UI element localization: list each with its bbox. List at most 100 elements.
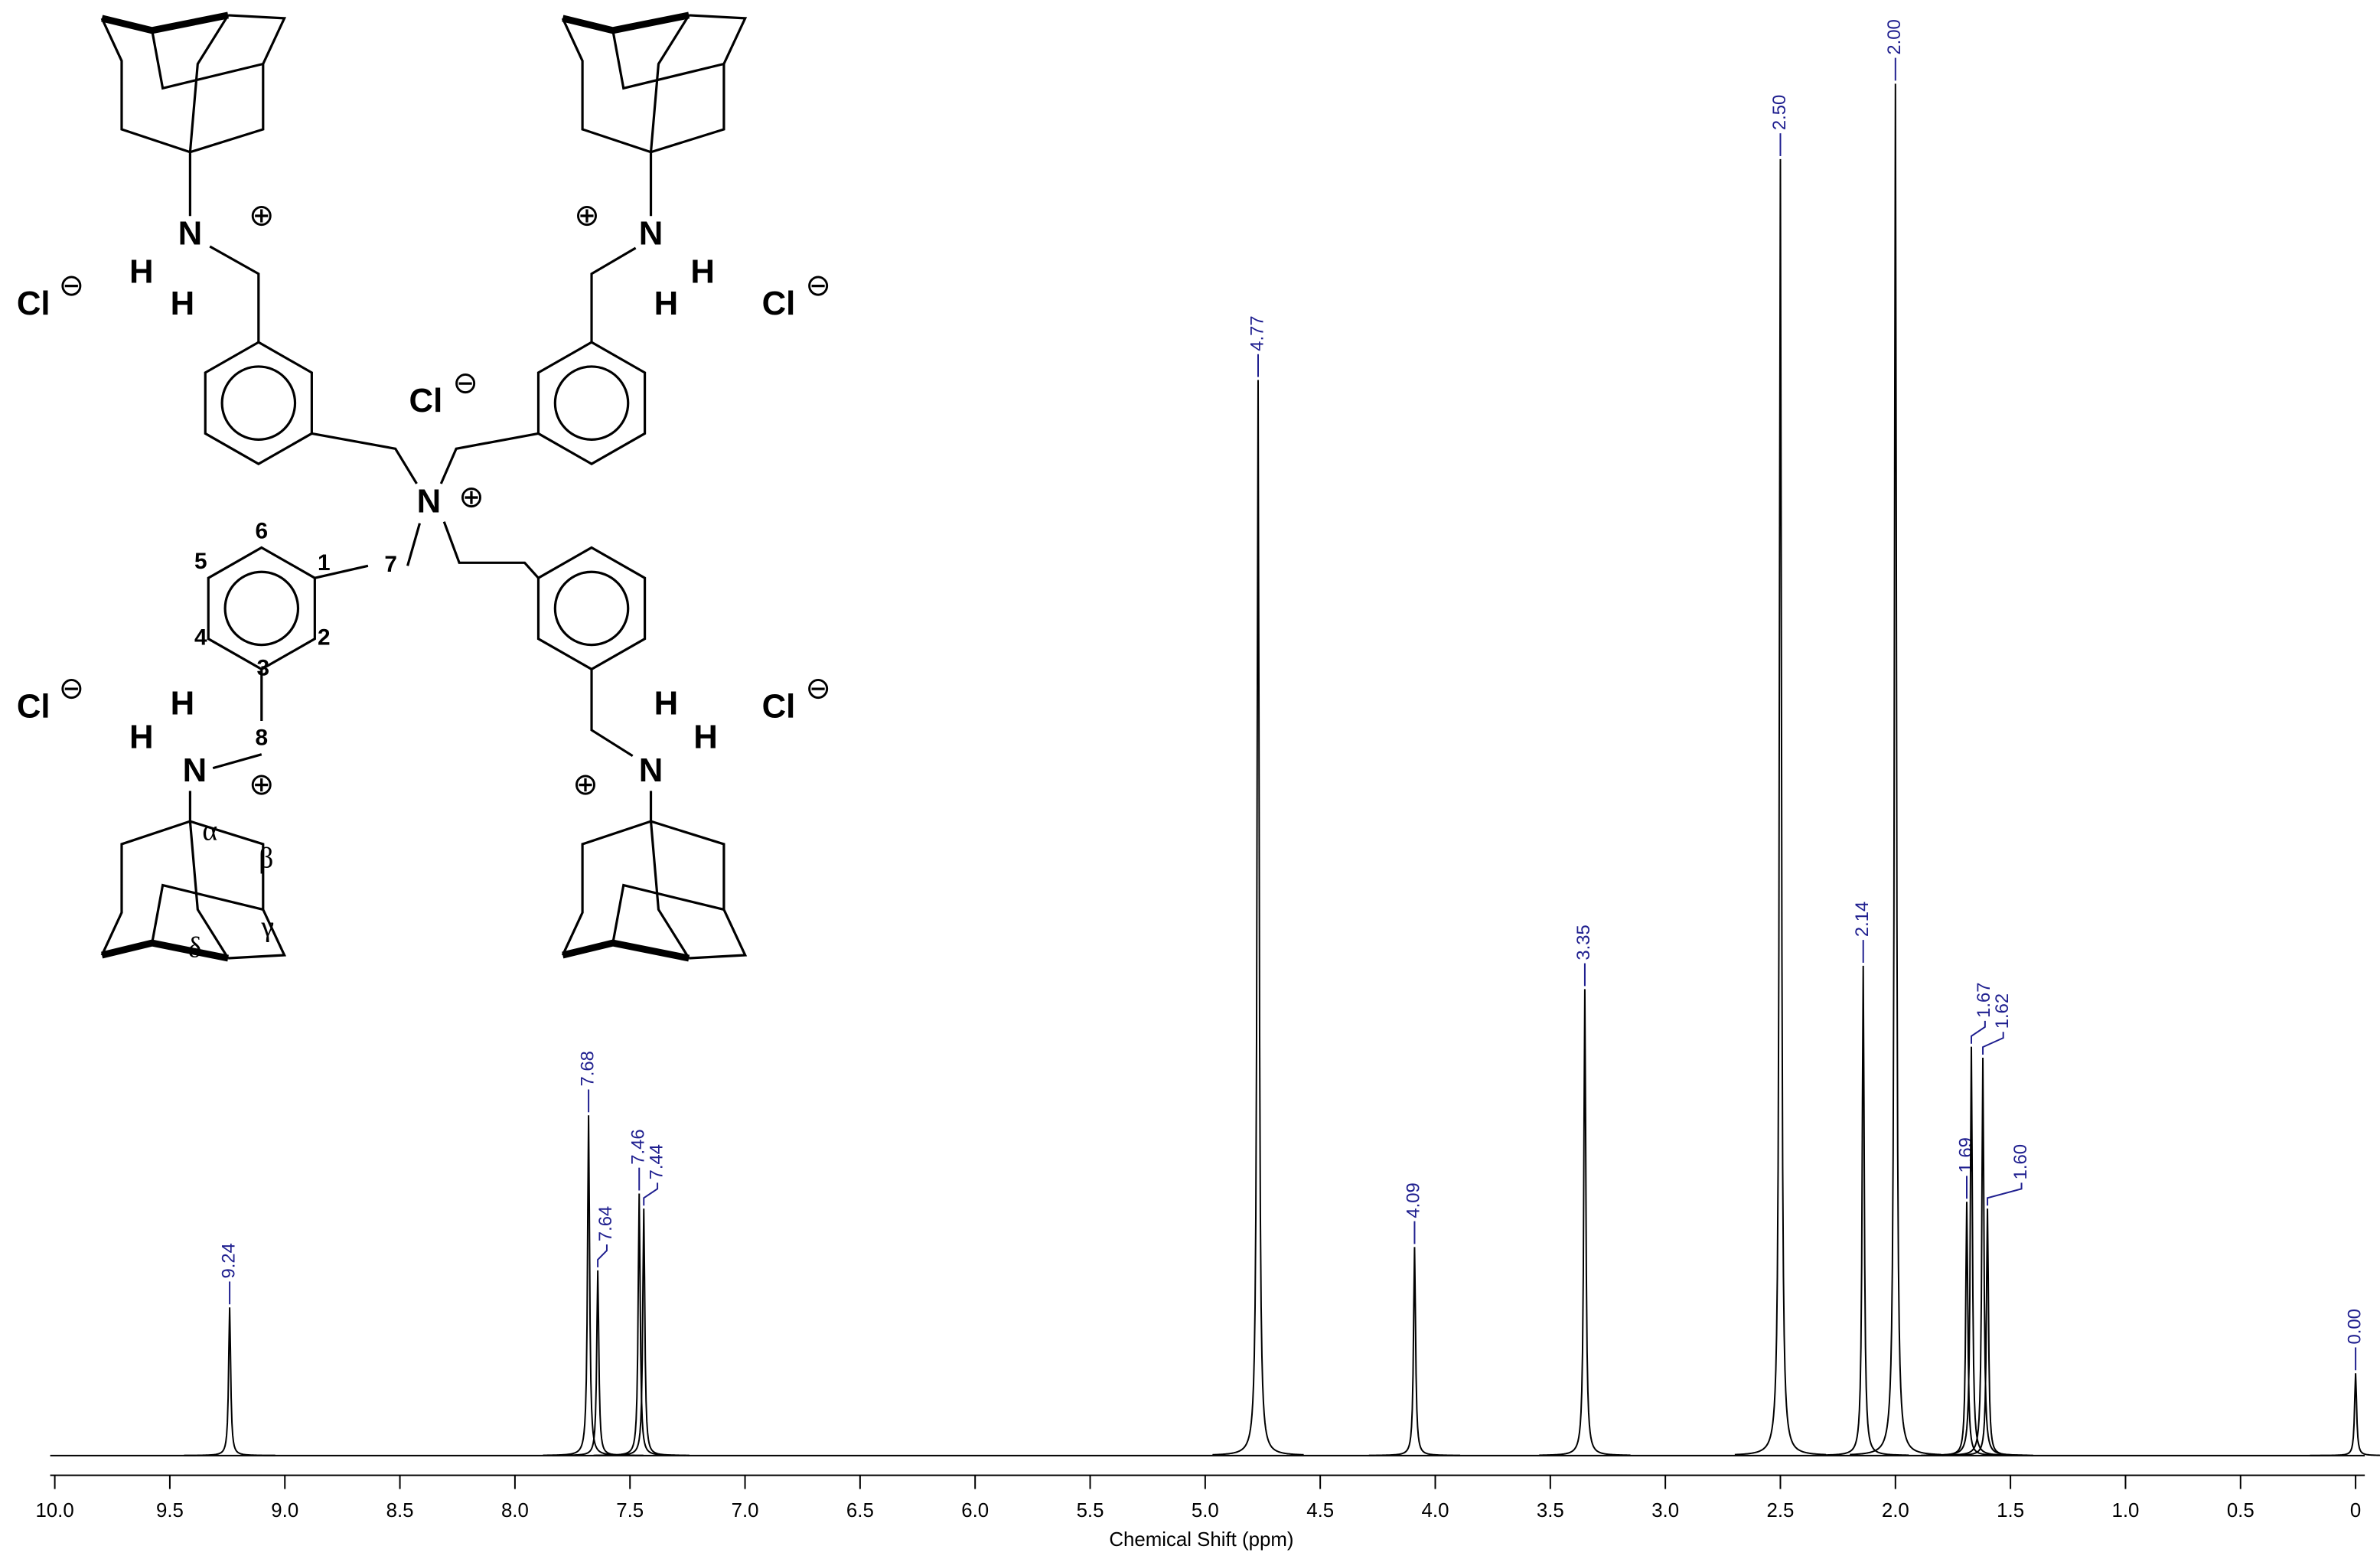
peak (1921, 1202, 2013, 1456)
locant: δ (187, 932, 201, 964)
peak (1925, 1046, 2017, 1456)
locant: α (202, 815, 217, 847)
charge: ⊕ (574, 198, 599, 233)
x-tick-label: 9.5 (156, 1500, 184, 1521)
chloride: Cl (409, 382, 443, 419)
peak-label: 2.14 (1852, 902, 1873, 937)
x-tick-label: 5.0 (1192, 1500, 1219, 1521)
x-tick-label: 2.0 (1882, 1500, 1909, 1521)
peak (1539, 989, 1631, 1456)
peak-label: 3.35 (1573, 925, 1594, 960)
x-tick-label: 1.5 (1997, 1500, 2024, 1521)
peak-leader (1982, 1032, 2004, 1055)
atom: H (129, 718, 154, 755)
charge: ⊕ (249, 767, 274, 802)
locant: 4 (194, 625, 207, 651)
locant: β (259, 842, 273, 874)
peak (1734, 158, 1827, 1456)
atom: H (654, 285, 679, 322)
atom: N (639, 215, 663, 253)
adamantyl (102, 15, 284, 152)
peak (1937, 1057, 2029, 1456)
peak (1818, 965, 1909, 1456)
peak-label: 9.24 (218, 1243, 239, 1278)
peak-label: 7.46 (628, 1129, 649, 1164)
x-axis-title: Chemical Shift (ppm) (1109, 1529, 1293, 1551)
peak-label: 1.69 (1955, 1137, 1976, 1173)
charge: ⊖ (59, 268, 84, 303)
x-tick-label: 7.5 (616, 1500, 644, 1521)
x-tick-label: 0.5 (2227, 1500, 2254, 1521)
bonds (188, 152, 653, 822)
spectrum: Chemical Shift (ppm) 10.0 9.5 9.0 8.5 8.0 7.5… (35, 19, 2380, 1551)
charge: ⊕ (572, 767, 598, 802)
x-tick-label: 4.5 (1306, 1500, 1334, 1521)
atom: N (639, 752, 663, 789)
x-tick-label: 6.5 (846, 1500, 874, 1521)
peak-label: 4.77 (1247, 315, 1267, 351)
charge: ⊖ (59, 671, 84, 706)
x-tick-label: 4.0 (1422, 1500, 1449, 1521)
atom: H (171, 285, 195, 322)
x-tick-label: 8.0 (501, 1500, 529, 1521)
adamantyl (562, 821, 745, 958)
peak-label: 4.09 (1404, 1182, 1424, 1218)
peak-leader (597, 1244, 608, 1267)
peak-label: 7.64 (595, 1206, 616, 1241)
peak-label: 0.00 (2344, 1309, 2365, 1344)
x-tick-label: 0 (2350, 1500, 2361, 1521)
x-tick-label: 6.0 (961, 1500, 989, 1521)
peak (543, 1115, 634, 1456)
x-tick-label: 7.0 (732, 1500, 759, 1521)
chloride: Cl (17, 688, 51, 726)
chloride: Cl (762, 688, 796, 726)
peak-label: 1.62 (1992, 993, 2013, 1029)
adamantyl (562, 15, 745, 152)
peak (598, 1208, 690, 1456)
benzene-ring (536, 341, 647, 465)
x-tick-label: 1.0 (2111, 1500, 2139, 1521)
peak (1368, 1247, 1461, 1456)
peak-leader (1971, 1020, 1986, 1044)
atom: H (129, 253, 154, 290)
locant: γ (260, 911, 274, 943)
peak (552, 1270, 644, 1456)
x-tick-label: 5.5 (1077, 1500, 1104, 1521)
charge: ⊖ (805, 671, 830, 706)
locant: 5 (194, 549, 207, 574)
locant: 7 (384, 552, 397, 577)
peak (1850, 83, 1941, 1456)
charge: ⊕ (249, 198, 274, 233)
x-tick-label: 9.0 (271, 1500, 298, 1521)
peak (184, 1307, 275, 1456)
charge: ⊕ (458, 479, 484, 514)
x-tick-label: 10.0 (35, 1500, 73, 1521)
locant: 8 (256, 726, 269, 751)
x-tick-label: 3.5 (1537, 1500, 1564, 1521)
peak (1941, 1208, 2033, 1456)
chloride: Cl (762, 285, 796, 322)
peak-leader (643, 1182, 659, 1206)
peak-label: 2.50 (1769, 95, 1790, 130)
peak-label: 1.67 (1974, 983, 1994, 1018)
peak-label: 7.44 (646, 1144, 667, 1179)
structure: N H H ⊕ N H H ⊕ N ⊕ N H H ⊕ N H H ⊕ Cl ⊖… (17, 15, 831, 964)
atom: H (654, 685, 679, 722)
benzene-ring (204, 341, 313, 465)
locant: 6 (256, 518, 269, 543)
atom: N (183, 752, 207, 789)
atom: H (171, 685, 195, 722)
atom: N (178, 215, 203, 253)
locant: 3 (257, 655, 270, 680)
peak-label: 2.00 (1884, 19, 1905, 54)
atom: H (690, 253, 715, 290)
peak-label: 7.68 (577, 1051, 598, 1086)
locant: 2 (318, 625, 331, 651)
atom: N (417, 482, 442, 520)
benzene-ring (207, 546, 316, 671)
atom: H (693, 718, 718, 755)
chloride: Cl (17, 285, 51, 322)
peak-leader (1987, 1182, 2023, 1206)
